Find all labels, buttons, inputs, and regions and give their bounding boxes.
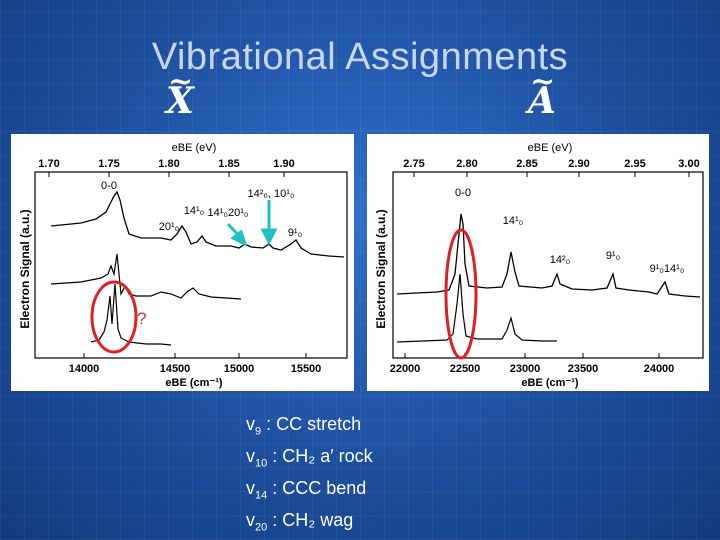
- bottom-axis-label: eBE (cm⁻¹): [521, 377, 578, 389]
- y-axis-label: Electron Signal (a.u.): [374, 209, 388, 328]
- highlight-oval: [90, 280, 138, 354]
- tilde-mark: ~: [530, 64, 556, 99]
- tick-marks: [48, 172, 307, 358]
- plot-frame: [34, 171, 348, 359]
- bottom-tick-label: 22000: [390, 363, 421, 375]
- legend-description: : CC stretch: [261, 414, 362, 434]
- top-tick-labels: 1.70 1.75 1.80 1.85 1.90: [38, 158, 294, 170]
- bottom-tick-labels: 14000 14500 15000 15500: [69, 363, 322, 375]
- top-tick-label: 1.85: [218, 158, 239, 170]
- highlight-oval: [444, 228, 478, 360]
- legend-item: v9 : CC stretch: [246, 412, 373, 444]
- y-axis-label: Electron Signal (a.u.): [18, 209, 32, 328]
- mode-legend: v9 : CC stretch v10 : CH₂ a′ rock v14 : …: [246, 412, 373, 540]
- top-tick-label: 1.70: [38, 158, 59, 170]
- legend-mode: v: [246, 510, 255, 531]
- top-tick-label: 1.80: [158, 158, 179, 170]
- state-x-letter: X: [166, 80, 194, 122]
- bottom-tick-label: 22500: [450, 363, 481, 375]
- peak-label-origin: 0-0: [101, 180, 117, 192]
- bottom-tick-label: 14500: [160, 363, 191, 375]
- upper-spectrum-trace: [396, 213, 701, 298]
- top-axis-label: eBE (eV): [172, 142, 217, 154]
- plot-frame: [392, 171, 704, 359]
- top-tick-labels: 2.75 2.80 2.85 2.90 2.95 3.00: [403, 158, 699, 170]
- lower-spectrum-trace: [90, 283, 172, 346]
- legend-item: v10 : CH₂ a′ rock: [246, 444, 373, 476]
- left-spectrum-panel: eBE (eV) 1.70 1.75 1.80 1.85 1.90 Electr…: [11, 134, 354, 391]
- legend-mode: v: [246, 478, 255, 499]
- top-tick-label: 1.75: [98, 158, 119, 170]
- legend-mode-number: 10: [255, 457, 268, 470]
- peak-label-20: 20¹₀: [159, 221, 179, 233]
- top-tick-label: 2.85: [516, 158, 537, 170]
- bottom-tick-label: 23500: [568, 363, 599, 375]
- state-x-label: ~ X: [166, 64, 194, 122]
- arrow-annotations: [226, 200, 278, 247]
- lower-spectrum-trace: [396, 273, 557, 343]
- legend-description: : CCC bend: [267, 478, 367, 499]
- peak-label-14sq: 14²₀: [550, 254, 570, 266]
- legend-mode: v: [246, 446, 255, 467]
- right-spectrum-panel: eBE (eV) 2.75 2.80 2.85 2.90 2.95 3.00 E…: [367, 134, 709, 391]
- legend-mode-number: 9: [255, 425, 262, 438]
- top-axis-label: eBE (eV): [528, 142, 573, 154]
- legend-description: : CH₂ wag: [267, 510, 354, 531]
- bottom-tick-label: 24000: [644, 363, 675, 375]
- bottom-axis-label: eBE (cm⁻¹): [165, 377, 222, 389]
- bottom-tick-labels: 22000 22500 23000 23500 24000: [390, 363, 675, 375]
- legend-mode: v: [246, 414, 255, 434]
- legend-description: : CH₂ a′ rock: [267, 446, 373, 467]
- peak-label-9: 9¹₀: [606, 250, 620, 262]
- state-a-label: ~ A: [528, 64, 556, 122]
- slide-title: Vibrational Assignments: [151, 36, 569, 78]
- peak-label-14sq-10: 14²₀, 10¹₀: [247, 188, 294, 200]
- arrow-head-icon: [260, 228, 278, 246]
- legend-mode-number: 14: [255, 489, 268, 502]
- legend-item: v20 : CH₂ wag: [246, 508, 373, 540]
- peak-label-14: 14¹₀: [503, 215, 523, 227]
- tilde-mark: ~: [168, 64, 194, 99]
- state-a-letter: A: [528, 80, 556, 122]
- legend-item: v14 : CCC bend: [246, 476, 373, 508]
- middle-spectrum-trace: [50, 253, 242, 300]
- peak-label-9-14: 9¹₀14¹₀: [650, 263, 685, 275]
- question-annotation: ?: [137, 309, 147, 328]
- legend-mode-number: 20: [255, 521, 268, 534]
- top-tick-label: 2.95: [624, 158, 645, 170]
- peak-label-14-20: 14¹₀20¹₀: [208, 207, 249, 219]
- top-tick-label: 2.90: [568, 158, 589, 170]
- top-tick-label: 3.00: [678, 158, 699, 170]
- bottom-tick-label: 23000: [510, 363, 541, 375]
- peak-label-14: 14¹₀: [184, 205, 204, 217]
- top-tick-label: 2.75: [403, 158, 424, 170]
- peak-label-origin: 0-0: [455, 187, 471, 199]
- peak-label-9: 9¹₀: [288, 227, 302, 239]
- bottom-tick-label: 15500: [291, 363, 322, 375]
- upper-spectrum-trace: [50, 190, 345, 258]
- arrow-head-icon: [230, 229, 248, 247]
- bottom-tick-label: 15000: [224, 363, 255, 375]
- top-tick-label: 2.80: [456, 158, 477, 170]
- top-tick-label: 1.90: [273, 158, 294, 170]
- bottom-tick-label: 14000: [69, 363, 100, 375]
